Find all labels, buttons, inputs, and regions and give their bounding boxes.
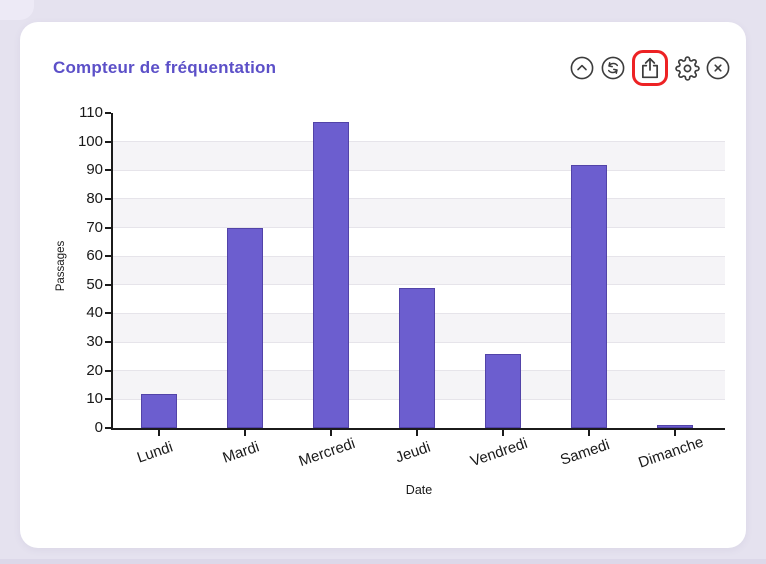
y-tick: [105, 197, 111, 200]
collapse-button[interactable]: [570, 56, 594, 80]
gridline: [113, 141, 725, 143]
bar-vendredi: [485, 353, 521, 428]
refresh-button[interactable]: [601, 56, 625, 80]
x-axis-title: Date: [405, 483, 433, 497]
bar-samedi: [571, 164, 607, 428]
bar-mercredi: [313, 121, 349, 428]
y-tick: [105, 398, 111, 401]
x-tick-label: Samedi: [558, 436, 612, 469]
export-button[interactable]: [637, 55, 663, 81]
x-tick: [588, 430, 590, 436]
gridline: [113, 198, 725, 200]
gridline: [113, 312, 725, 314]
widget-title: Compteur de fréquentation: [53, 58, 277, 77]
gridline: [113, 227, 725, 229]
close-button[interactable]: [706, 56, 730, 80]
y-tick-label: 30: [86, 333, 103, 351]
y-axis-title: Passages: [55, 240, 67, 292]
gridline: [113, 370, 725, 372]
widget-card: Compteur de fréquentation: [20, 22, 746, 548]
y-tick: [105, 255, 111, 258]
gridline: [113, 398, 725, 400]
y-tick-label: 110: [79, 104, 103, 121]
x-tick: [330, 430, 332, 436]
y-tick: [105, 169, 111, 172]
x-tick: [416, 430, 418, 436]
gear-icon: [674, 55, 700, 81]
chevron-up-circle-icon: [570, 56, 594, 80]
y-tick-label: 20: [86, 361, 103, 379]
widget-toolbar: [570, 50, 730, 86]
x-tick-label: Dimanche: [636, 433, 706, 472]
x-tick-label: Lundi: [134, 438, 176, 467]
y-tick-label: 40: [86, 304, 103, 322]
background-corner-shape: [0, 0, 34, 20]
upload-icon: [637, 55, 663, 81]
bar-jeudi: [399, 287, 435, 428]
y-tick-label: 0: [94, 419, 103, 436]
x-axis-line: [111, 428, 725, 430]
x-tick: [674, 430, 676, 436]
refresh-circle-icon: [601, 56, 625, 80]
y-tick: [105, 140, 111, 143]
x-tick: [244, 430, 246, 436]
bar-dimanche: [657, 425, 693, 428]
x-tick-label: Mardi: [220, 438, 262, 467]
y-tick-label: 10: [86, 390, 103, 408]
x-tick: [502, 430, 504, 436]
widget-header: Compteur de fréquentation: [20, 22, 746, 86]
bar-chart: Passages Date 0 10 20 30 40 50 60 70 80 90 100 110 L…: [20, 22, 746, 548]
settings-button[interactable]: [674, 55, 700, 81]
bar-lundi: [141, 393, 177, 428]
x-tick: [158, 430, 160, 436]
bar-mardi: [227, 227, 263, 428]
gridline: [113, 284, 725, 286]
y-tick-label: 90: [86, 161, 103, 179]
x-tick-label: Mercredi: [296, 434, 358, 471]
y-tick-label: 60: [86, 247, 103, 265]
y-tick: [105, 341, 111, 344]
y-tick-label: 80: [86, 189, 103, 207]
x-tick-label: Jeudi: [393, 438, 433, 467]
plot-area: [113, 113, 725, 428]
gridline: [113, 341, 725, 343]
y-tick: [105, 112, 111, 114]
y-tick-label: 50: [86, 275, 103, 293]
export-button-highlight: [632, 50, 668, 86]
gridline: [113, 169, 725, 171]
y-tick: [105, 312, 111, 315]
close-circle-icon: [706, 56, 730, 80]
gridline: [113, 255, 725, 257]
y-axis-line: [111, 113, 113, 430]
y-tick: [105, 283, 111, 286]
y-tick: [105, 226, 111, 229]
y-tick-label: 70: [86, 218, 103, 236]
background-bottom-strip: [0, 559, 766, 564]
y-tick-label: 100: [77, 132, 103, 150]
y-tick: [105, 369, 111, 372]
y-tick: [105, 427, 111, 429]
x-tick-label: Vendredi: [468, 434, 530, 471]
